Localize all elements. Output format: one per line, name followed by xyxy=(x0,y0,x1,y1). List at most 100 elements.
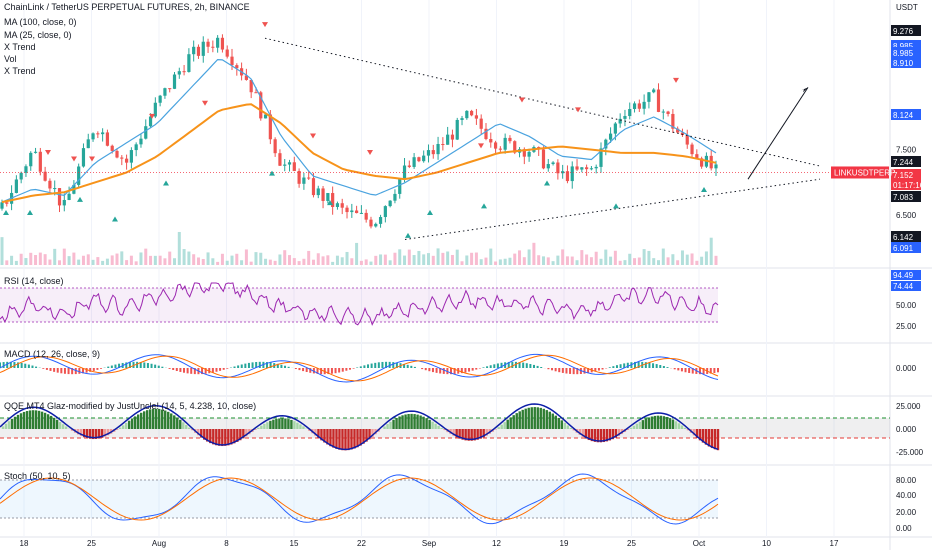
qqe-histogram-bar xyxy=(717,429,719,450)
qqe-histogram-bar xyxy=(179,420,181,429)
candle-body xyxy=(585,167,588,169)
macd-histogram-bar xyxy=(475,368,477,370)
qqe-histogram-bar xyxy=(684,428,686,429)
buy-signal-icon xyxy=(27,210,33,215)
candle-body xyxy=(91,133,94,139)
candle-body xyxy=(139,139,142,145)
macd-histogram-bar xyxy=(717,368,719,372)
volume-bar xyxy=(580,250,583,265)
volume-bar xyxy=(29,253,32,265)
price-label-text: 8.985 xyxy=(893,49,914,58)
macd-histogram-bar xyxy=(349,368,351,370)
qqe-histogram-bar xyxy=(437,426,439,429)
volume-bar xyxy=(154,256,157,265)
volume-bar xyxy=(614,251,617,265)
volume-bar xyxy=(39,253,42,265)
qqe-histogram-bar xyxy=(639,422,641,429)
x-tick-label: Aug xyxy=(152,539,166,548)
qqe-histogram-bar xyxy=(158,409,160,429)
qqe-histogram-bar xyxy=(636,424,638,429)
volume-bar xyxy=(547,257,550,265)
candle-body xyxy=(638,103,641,108)
candle-body xyxy=(254,92,257,93)
price-label-text: 7.244 xyxy=(893,158,914,167)
qqe-histogram-bar xyxy=(672,420,674,429)
candle-body xyxy=(393,194,396,201)
candle-body xyxy=(0,202,3,208)
candle-body xyxy=(571,166,574,181)
qqe-histogram-bar xyxy=(666,417,668,429)
candle-body xyxy=(547,164,550,168)
projection-arrow xyxy=(748,87,808,179)
buy-signal-icon xyxy=(481,203,487,208)
qqe-histogram-bar xyxy=(152,409,154,429)
qqe-title: QQE MT4 Glaz-modified by JustUncle! (14,… xyxy=(4,401,256,411)
qqe-histogram-bar xyxy=(182,422,184,429)
qqe-histogram-bar xyxy=(500,425,502,429)
volume-bar xyxy=(571,257,574,265)
macd-histogram-bar xyxy=(627,363,629,368)
qqe-histogram-bar xyxy=(119,428,121,429)
macd-histogram-bar xyxy=(659,365,661,368)
volume-bar xyxy=(504,259,507,265)
volume-bar xyxy=(484,258,487,265)
macd-histogram-bar xyxy=(241,364,243,368)
volume-bar xyxy=(604,250,607,265)
candle-body xyxy=(590,168,593,169)
volume-bar xyxy=(231,256,234,265)
volume-bar xyxy=(552,261,555,265)
buy-signal-icon xyxy=(701,187,707,192)
volume-bar xyxy=(283,250,286,265)
candle-body xyxy=(44,172,47,181)
price-label-text: 01:17:16 xyxy=(893,181,925,190)
macd-histogram-bar xyxy=(378,362,380,368)
qqe-histogram-bar xyxy=(224,429,226,446)
macd-histogram-bar xyxy=(111,366,113,368)
volume-bar xyxy=(144,249,147,265)
buy-signal-icon xyxy=(77,197,83,202)
candle-body xyxy=(345,208,348,212)
volume-bar xyxy=(456,250,459,265)
macd-histogram-bar xyxy=(533,365,535,368)
volume-bar xyxy=(374,256,377,265)
qqe-histogram-bar xyxy=(434,424,436,429)
volume-bar xyxy=(576,260,579,265)
candle-body xyxy=(135,144,138,150)
macd-histogram-bar xyxy=(183,368,185,373)
candle-body xyxy=(595,167,598,168)
qqe-histogram-bar xyxy=(440,428,442,429)
volume-bar xyxy=(240,260,243,265)
qqe-histogram-bar xyxy=(344,429,346,450)
qqe-histogram-bar xyxy=(413,414,415,429)
qqe-histogram-bar xyxy=(272,420,274,429)
sell-signal-icon xyxy=(89,157,95,162)
candle-body xyxy=(101,132,104,134)
macd-histogram-bar xyxy=(50,368,52,371)
candle-body xyxy=(614,123,617,133)
macd-histogram-bar xyxy=(620,364,622,368)
qqe-histogram-bar xyxy=(711,429,713,448)
qqe-histogram-bar xyxy=(263,424,265,429)
volume-bar xyxy=(130,256,133,265)
qqe-histogram-bar xyxy=(531,407,533,429)
qqe-histogram-bar xyxy=(657,416,659,429)
qqe-histogram-bar xyxy=(41,412,43,429)
candle-body xyxy=(326,193,329,201)
qqe-histogram-bar xyxy=(149,409,151,429)
candle-body xyxy=(283,165,286,166)
volume-bar xyxy=(710,238,713,265)
candle-body xyxy=(657,90,660,112)
volume-bar xyxy=(288,255,291,265)
macd-histogram-bar xyxy=(331,368,333,374)
qqe-histogram-bar xyxy=(543,409,545,429)
candle-body xyxy=(39,152,42,172)
qqe-histogram-bar xyxy=(275,419,277,429)
macd-histogram-bar xyxy=(547,368,549,369)
candle-body xyxy=(111,146,114,151)
volume-bar xyxy=(168,252,171,265)
volume-bar xyxy=(250,262,253,265)
volume-bar xyxy=(417,251,420,265)
volume-bar xyxy=(437,248,440,265)
legend-ma100: MA (100, close, 0) xyxy=(4,17,77,28)
volume-bar xyxy=(5,260,8,265)
